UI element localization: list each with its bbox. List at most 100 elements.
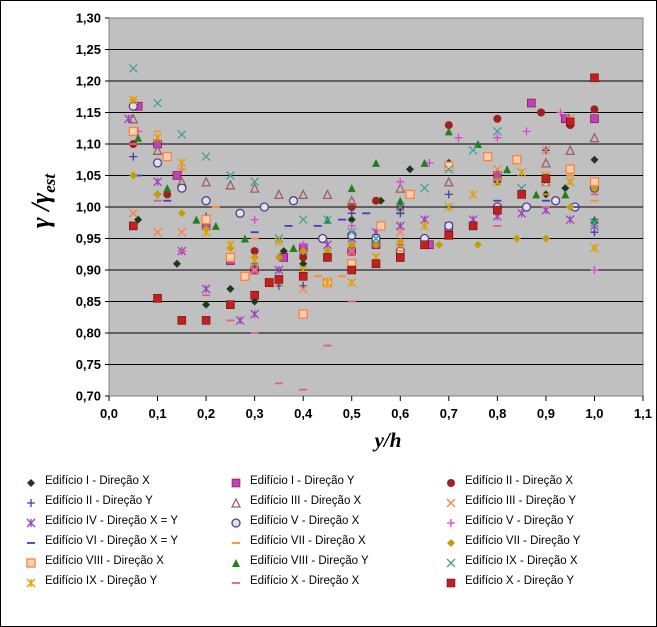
scatter-chart: 0,70 0,75 0,80 0,85 0,90 0,95 1,00 1,05 1,10 1,15… bbox=[26, 11, 652, 453]
data-point bbox=[512, 155, 522, 165]
data-point bbox=[565, 215, 575, 225]
data-point bbox=[590, 73, 599, 83]
data-point bbox=[492, 177, 502, 187]
legend-marker-shape bbox=[26, 578, 36, 588]
data-point bbox=[565, 117, 575, 127]
y-tick-label: 1,05 bbox=[76, 168, 101, 183]
legend-marker-shape bbox=[231, 518, 241, 528]
legend-marker bbox=[447, 479, 455, 487]
legend-marker bbox=[231, 518, 241, 528]
legend-marker bbox=[26, 518, 36, 528]
data-point bbox=[202, 300, 211, 309]
data-point bbox=[589, 218, 599, 228]
data-point bbox=[240, 234, 249, 243]
legend-marker bbox=[231, 478, 241, 488]
data-point bbox=[566, 203, 575, 211]
y-tick-label: 1,10 bbox=[76, 137, 101, 152]
data-point bbox=[420, 158, 429, 167]
data-point bbox=[201, 176, 212, 187]
data-point bbox=[371, 259, 381, 268]
data-point bbox=[473, 240, 482, 249]
data-point bbox=[250, 247, 259, 256]
legend-marker bbox=[446, 558, 456, 568]
data-point bbox=[123, 114, 133, 124]
data-point bbox=[128, 95, 138, 105]
data-point bbox=[274, 275, 284, 284]
data-point bbox=[172, 259, 181, 268]
legend-label: Edifício VII - Direção Y bbox=[465, 535, 581, 547]
legend-marker-shape bbox=[446, 498, 456, 508]
data-point bbox=[405, 189, 415, 200]
legend-marker-shape bbox=[446, 558, 456, 568]
legend-marker bbox=[447, 539, 455, 547]
x-tick-label: 0,9 bbox=[537, 406, 555, 421]
data-point bbox=[192, 215, 201, 224]
x-tick-label: 0,4 bbox=[294, 406, 313, 421]
data-point bbox=[172, 171, 182, 180]
data-point bbox=[589, 177, 600, 187]
x-tick-label: 0,6 bbox=[391, 406, 409, 421]
series-5 bbox=[128, 113, 600, 206]
data-point bbox=[279, 247, 288, 256]
data-point bbox=[201, 284, 211, 294]
data-point bbox=[565, 144, 576, 155]
data-point bbox=[163, 184, 172, 193]
data-point bbox=[556, 108, 565, 117]
data-point bbox=[444, 190, 453, 199]
x-tick-label: 0,0 bbox=[100, 406, 118, 421]
y-tick-label: 1,30 bbox=[76, 11, 101, 26]
legend-label: Edifício IX - Direção X bbox=[465, 555, 578, 567]
data-point bbox=[322, 188, 333, 200]
data-point bbox=[289, 243, 298, 252]
data-point bbox=[128, 63, 138, 73]
data-point bbox=[493, 114, 502, 123]
legend-marker bbox=[27, 542, 35, 544]
y-tick-label: 0,75 bbox=[76, 357, 101, 372]
series-12 bbox=[129, 171, 599, 262]
data-point bbox=[153, 177, 163, 187]
data-point bbox=[226, 284, 235, 293]
data-point bbox=[298, 272, 308, 281]
data-point bbox=[395, 221, 405, 231]
data-point bbox=[589, 132, 600, 143]
legend-label: Edifício VIII - Direção X bbox=[45, 555, 164, 567]
data-point bbox=[444, 202, 454, 212]
y-tick-label: 0,70 bbox=[76, 389, 101, 404]
data-point bbox=[541, 174, 551, 183]
data-point bbox=[226, 300, 235, 309]
data-point bbox=[454, 133, 463, 142]
data-point bbox=[298, 284, 308, 294]
data-point bbox=[177, 316, 187, 325]
data-point bbox=[396, 177, 405, 186]
data-point bbox=[468, 221, 478, 231]
data-point bbox=[492, 126, 502, 136]
data-point bbox=[444, 231, 454, 240]
legend-label: Edifício I - Direção X bbox=[45, 475, 150, 487]
x-tick-label: 0,3 bbox=[246, 406, 264, 421]
data-point bbox=[274, 265, 284, 275]
data-point bbox=[274, 237, 284, 247]
data-point bbox=[541, 145, 551, 155]
data-point bbox=[444, 127, 453, 136]
data-point bbox=[372, 196, 380, 205]
data-point bbox=[468, 145, 478, 155]
legend-label: Edifício IX - Direção Y bbox=[45, 575, 158, 587]
legend-label: Edifício III - Direção X bbox=[250, 495, 362, 507]
data-point bbox=[128, 208, 138, 218]
data-point bbox=[163, 190, 172, 199]
data-point bbox=[532, 190, 541, 199]
data-point bbox=[420, 183, 430, 193]
x-tick-label: 0,7 bbox=[440, 406, 458, 421]
y-tick-labels: 0,70 0,75 0,80 0,85 0,90 0,95 1,00 1,05 1,10 1,15… bbox=[76, 11, 101, 404]
data-points bbox=[123, 63, 600, 391]
legend-label: Edifício X - Direção Y bbox=[465, 575, 575, 587]
legend-label: Edifício V - Direção Y bbox=[465, 515, 575, 527]
data-point bbox=[299, 247, 308, 256]
x-tick-label: 0,5 bbox=[343, 406, 361, 421]
data-point bbox=[420, 240, 429, 250]
data-point bbox=[153, 227, 163, 237]
data-point bbox=[541, 234, 550, 243]
data-point bbox=[317, 233, 328, 244]
data-point bbox=[561, 184, 570, 193]
data-point bbox=[395, 202, 405, 212]
